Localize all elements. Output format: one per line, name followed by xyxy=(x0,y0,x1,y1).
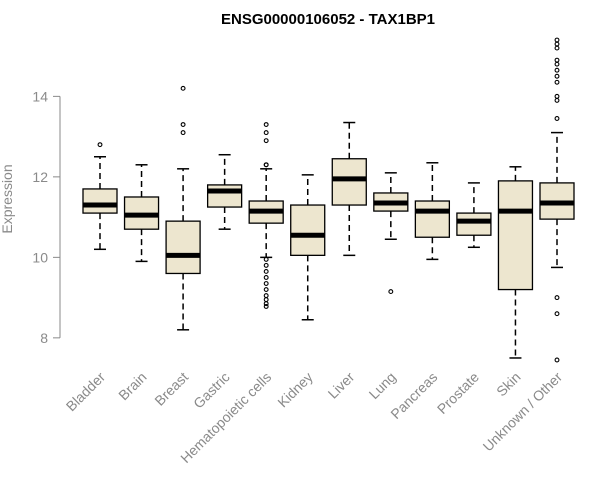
outlier-point xyxy=(554,57,560,63)
outlier-point xyxy=(554,311,560,317)
outlier-point xyxy=(263,287,269,293)
outlier-point xyxy=(554,116,560,121)
y-tick-label: 10 xyxy=(32,249,48,265)
outlier-point xyxy=(263,162,269,168)
outlier-point xyxy=(263,275,269,280)
box-rect xyxy=(456,212,492,236)
box-breast xyxy=(165,85,201,331)
box-rect xyxy=(206,184,243,208)
x-tick-label: Breast xyxy=(151,369,191,409)
y-tick-label: 12 xyxy=(32,169,48,185)
y-axis: 8 10 12 14 xyxy=(32,88,61,346)
box-skin xyxy=(497,166,534,359)
box-bladder xyxy=(82,142,118,251)
outlier-point xyxy=(263,301,269,307)
outlier-point xyxy=(263,256,269,262)
x-tick-label: Bladder xyxy=(63,369,109,415)
x-tick-label: Brain xyxy=(115,369,149,403)
outlier-point xyxy=(263,281,269,286)
x-tick-label: Lung xyxy=(366,369,399,402)
box-rect xyxy=(165,220,201,275)
outlier-point xyxy=(554,45,560,51)
outlier-point xyxy=(554,73,560,79)
outlier-point xyxy=(554,67,560,73)
box-pancreas xyxy=(414,162,451,261)
box-rect xyxy=(82,188,118,214)
boxes-group xyxy=(82,37,575,363)
x-tick-label: Kidney xyxy=(274,369,316,411)
outlier-point xyxy=(97,142,103,148)
outlier-point xyxy=(180,130,186,136)
outlier-point xyxy=(180,85,186,91)
outlier-point xyxy=(263,268,269,274)
outlier-point xyxy=(554,295,560,301)
outlier-point xyxy=(263,304,269,309)
y-axis-label: Expression xyxy=(0,164,15,233)
box-liver xyxy=(331,121,367,257)
outlier-point xyxy=(263,130,269,136)
outlier-point xyxy=(554,79,560,85)
outlier-point xyxy=(263,293,269,299)
outlier-point xyxy=(263,138,269,144)
outlier-point xyxy=(263,122,269,127)
x-tick-label: Unknown / Other xyxy=(480,369,566,455)
outlier-point xyxy=(554,357,560,363)
box-hematopoietic-cells xyxy=(248,122,284,309)
chart-title: ENSG00000106052 - TAX1BP1 xyxy=(221,11,435,28)
box-rect xyxy=(290,204,326,256)
outlier-point xyxy=(554,41,560,47)
box-lung xyxy=(373,172,409,295)
outlier-point xyxy=(554,37,560,43)
box-brain xyxy=(123,164,160,263)
y-tick-label: 8 xyxy=(40,330,48,346)
y-tick-label: 14 xyxy=(32,88,48,104)
outlier-point xyxy=(263,297,269,303)
box-unknown-other xyxy=(539,37,575,363)
box-kidney xyxy=(290,174,326,321)
outlier-point xyxy=(554,97,560,103)
x-tick-label: Skin xyxy=(493,369,524,400)
box-rect xyxy=(331,158,367,206)
x-tick-label: Prostate xyxy=(434,369,482,417)
box-rect xyxy=(414,200,451,238)
outlier-point xyxy=(263,262,269,268)
outlier-point xyxy=(180,122,186,127)
x-tick-label: Liver xyxy=(325,369,358,402)
box-gastric xyxy=(206,153,243,230)
box-prostate xyxy=(456,182,492,249)
outlier-point xyxy=(554,61,560,67)
outlier-point xyxy=(554,93,560,99)
box-rect xyxy=(497,180,534,291)
outlier-point xyxy=(388,289,394,295)
